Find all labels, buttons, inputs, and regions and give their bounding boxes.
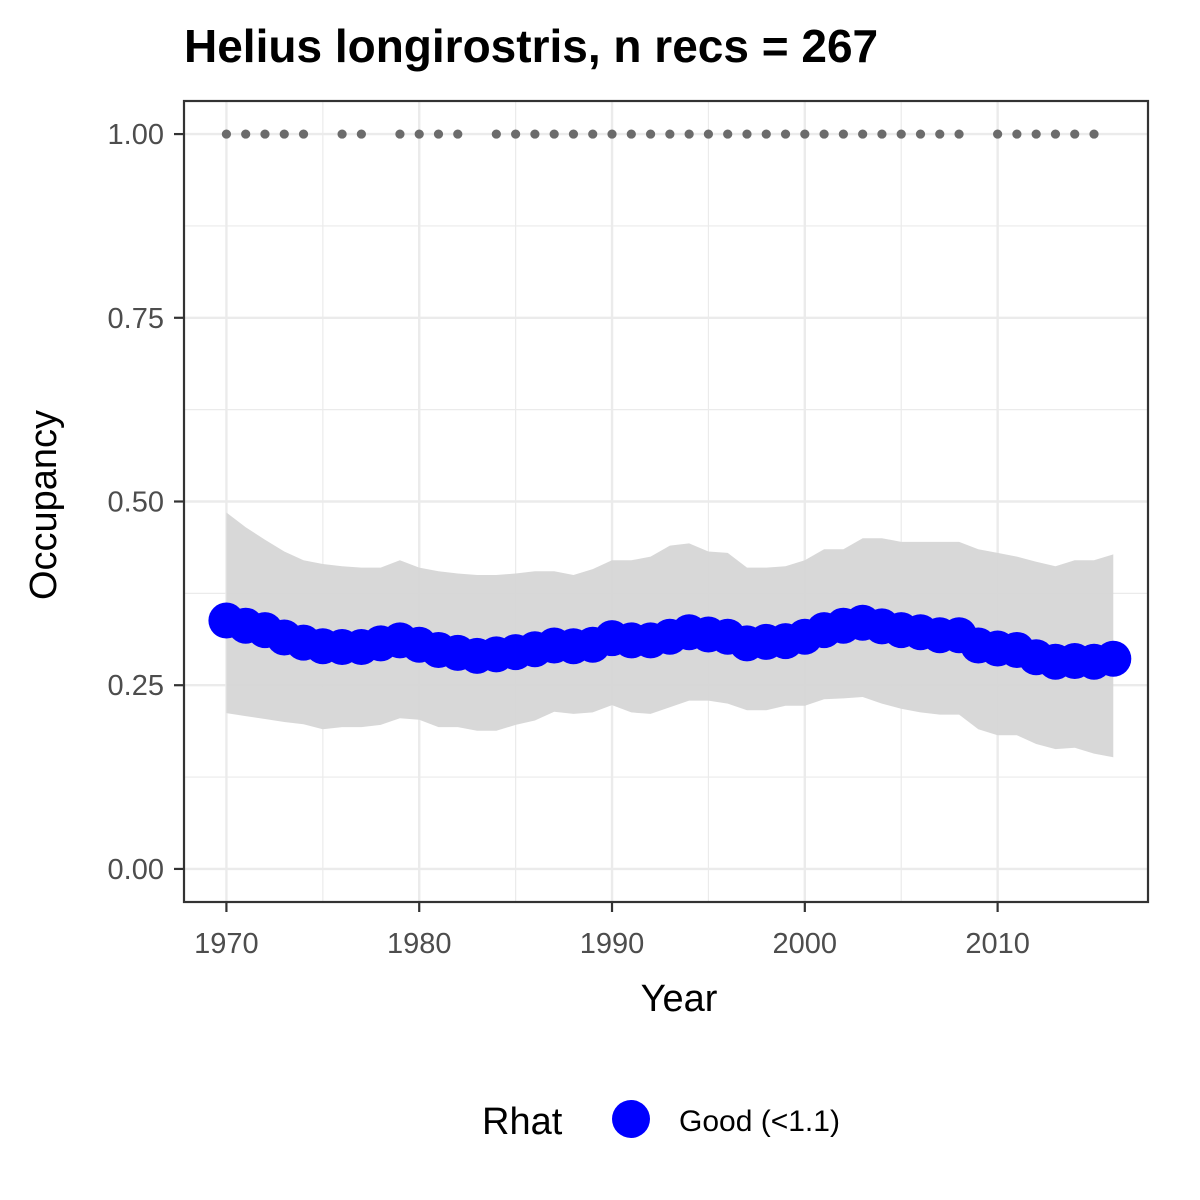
record-point (241, 129, 251, 139)
y-tick-label: 0.50 (108, 487, 164, 519)
record-point (511, 129, 521, 139)
record-point (414, 129, 424, 139)
y-axis: 0.00 0.25 0.50 0.75 1.00 (108, 119, 184, 886)
record-point (530, 129, 540, 139)
record-point (858, 129, 868, 139)
record-point (337, 129, 347, 139)
record-point (491, 129, 501, 139)
record-point (877, 129, 887, 139)
record-points (221, 129, 1099, 139)
record-point (684, 129, 694, 139)
x-tick-label: 1990 (580, 928, 645, 960)
record-point (221, 129, 232, 139)
record-point (742, 129, 752, 139)
record-point (915, 129, 926, 139)
record-point (761, 129, 771, 139)
record-point (1050, 129, 1061, 139)
record-point (954, 129, 964, 139)
record-point (588, 129, 598, 139)
record-point (260, 129, 270, 139)
record-point (723, 129, 733, 139)
record-point (395, 129, 405, 139)
y-axis-title: Occupancy (23, 410, 65, 600)
y-tick-label: 1.00 (108, 119, 164, 151)
chart-title: Helius longirostris, n recs = 267 (184, 20, 878, 72)
record-point (607, 129, 617, 139)
x-tick-label: 2000 (773, 928, 838, 960)
x-tick-label: 1970 (194, 928, 259, 960)
record-point (703, 129, 714, 139)
record-point (1012, 129, 1022, 139)
x-tick-label: 1980 (387, 928, 452, 960)
record-point (645, 129, 656, 139)
record-point (356, 129, 366, 139)
y-tick-label: 0.75 (108, 303, 164, 335)
record-point (568, 129, 579, 139)
legend-title: Rhat (482, 1101, 563, 1143)
record-point (993, 129, 1003, 139)
record-point (433, 129, 444, 139)
record-point (298, 129, 309, 139)
record-point (800, 129, 810, 139)
y-tick-label: 0.00 (108, 854, 164, 886)
occupancy-point (1095, 640, 1132, 677)
record-point (819, 129, 829, 139)
record-point (453, 129, 463, 139)
occupancy-estimates (208, 602, 1132, 680)
record-point (279, 129, 289, 139)
legend-key-good (612, 1100, 650, 1138)
record-point (1089, 129, 1099, 139)
record-point (780, 129, 791, 139)
record-point (1070, 129, 1080, 139)
y-tick-label: 0.25 (108, 670, 164, 702)
legend-label-good: Good (<1.1) (679, 1105, 840, 1138)
record-point (665, 129, 675, 139)
record-point (1031, 129, 1041, 139)
x-axis: 1970 1980 1990 2000 2010 (194, 902, 1030, 960)
record-point (549, 129, 559, 139)
record-point (626, 129, 636, 139)
x-tick-label: 2010 (965, 928, 1030, 960)
legend: Rhat Good (<1.1) (482, 1100, 840, 1143)
record-point (896, 129, 906, 139)
record-point (935, 129, 945, 139)
x-axis-title: Year (641, 978, 718, 1020)
record-point (838, 129, 848, 139)
